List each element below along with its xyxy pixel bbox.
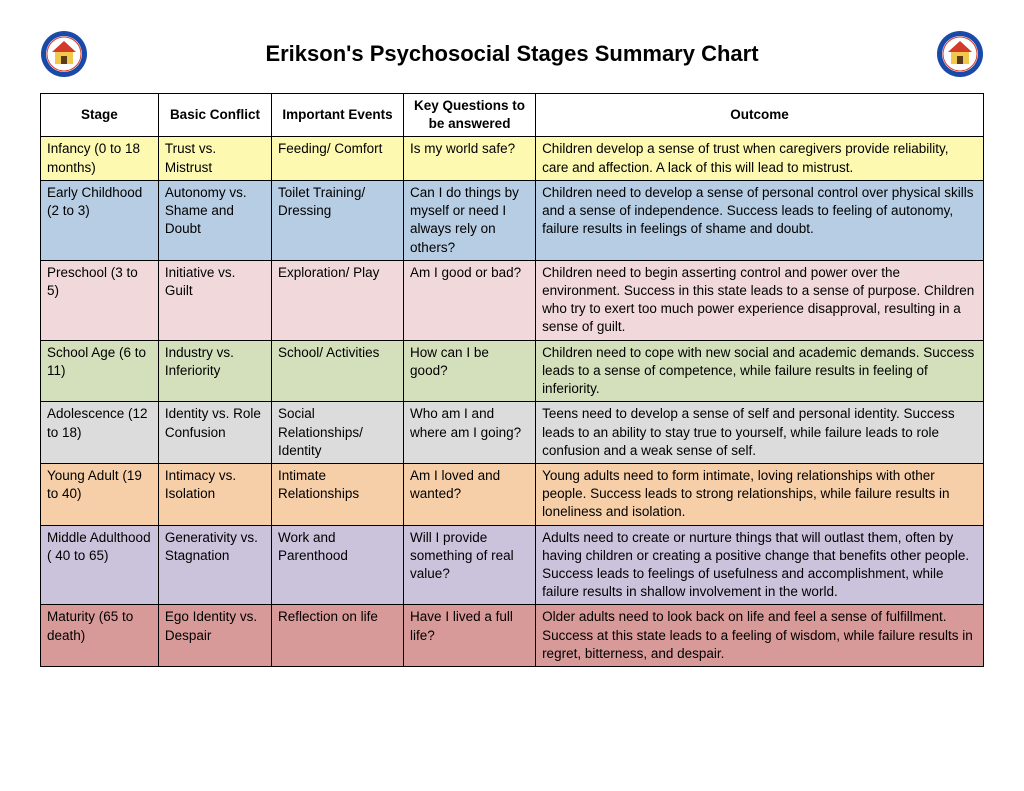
table-cell: Teens need to develop a sense of self an… — [536, 402, 984, 464]
table-cell: How can I be good? — [404, 340, 536, 402]
table-cell: Identity vs. Role Confusion — [158, 402, 271, 464]
table-cell: Maturity (65 to death) — [41, 605, 159, 667]
table-cell: Initiative vs. Guilt — [158, 260, 271, 340]
column-header: Stage — [41, 94, 159, 137]
table-cell: Who am I and where am I going? — [404, 402, 536, 464]
table-row: Early Childhood (2 to 3)Autonomy vs. Sha… — [41, 180, 984, 260]
table-cell: Is my world safe? — [404, 137, 536, 180]
table-cell: Trust vs. Mistrust — [158, 137, 271, 180]
table-cell: Children develop a sense of trust when c… — [536, 137, 984, 180]
table-body: Infancy (0 to 18 months)Trust vs. Mistru… — [41, 137, 984, 667]
table-row: Middle Adulthood ( 40 to 65)Generativity… — [41, 525, 984, 605]
table-cell: Reflection on life — [272, 605, 404, 667]
table-cell: Adults need to create or nurture things … — [536, 525, 984, 605]
table-cell: School/ Activities — [272, 340, 404, 402]
table-cell: Adolescence (12 to 18) — [41, 402, 159, 464]
table-cell: Exploration/ Play — [272, 260, 404, 340]
table-row: School Age (6 to 11)Industry vs. Inferio… — [41, 340, 984, 402]
table-cell: Early Childhood (2 to 3) — [41, 180, 159, 260]
table-cell: Generativity vs. Stagnation — [158, 525, 271, 605]
column-header: Outcome — [536, 94, 984, 137]
table-cell: Social Relationships/ Identity — [272, 402, 404, 464]
table-row: Infancy (0 to 18 months)Trust vs. Mistru… — [41, 137, 984, 180]
table-cell: School Age (6 to 11) — [41, 340, 159, 402]
table-cell: Middle Adulthood ( 40 to 65) — [41, 525, 159, 605]
table-header: StageBasic ConflictImportant EventsKey Q… — [41, 94, 984, 137]
table-cell: Intimacy vs. Isolation — [158, 463, 271, 525]
table-row: Preschool (3 to 5)Initiative vs. GuiltEx… — [41, 260, 984, 340]
table-cell: Work and Parenthood — [272, 525, 404, 605]
table-cell: Will I provide something of real value? — [404, 525, 536, 605]
page-header: Erikson's Psychosocial Stages Summary Ch… — [40, 30, 984, 78]
table-cell: Young adults need to form intimate, lovi… — [536, 463, 984, 525]
logo-left — [40, 30, 88, 78]
table-cell: Children need to cope with new social an… — [536, 340, 984, 402]
column-header: Key Questions to be answered — [404, 94, 536, 137]
column-header: Important Events — [272, 94, 404, 137]
table-cell: Ego Identity vs. Despair — [158, 605, 271, 667]
table-cell: Am I loved and wanted? — [404, 463, 536, 525]
page-title: Erikson's Psychosocial Stages Summary Ch… — [88, 41, 936, 67]
table-cell: Preschool (3 to 5) — [41, 260, 159, 340]
table-cell: Intimate Relationships — [272, 463, 404, 525]
table-cell: Older adults need to look back on life a… — [536, 605, 984, 667]
logo-right — [936, 30, 984, 78]
table-cell: Children need to develop a sense of pers… — [536, 180, 984, 260]
table-cell: Industry vs. Inferiority — [158, 340, 271, 402]
stages-table: StageBasic ConflictImportant EventsKey Q… — [40, 93, 984, 667]
table-cell: Am I good or bad? — [404, 260, 536, 340]
table-row: Maturity (65 to death)Ego Identity vs. D… — [41, 605, 984, 667]
table-cell: Can I do things by myself or need I alwa… — [404, 180, 536, 260]
table-cell: Have I lived a full life? — [404, 605, 536, 667]
table-cell: Infancy (0 to 18 months) — [41, 137, 159, 180]
table-cell: Toilet Training/ Dressing — [272, 180, 404, 260]
table-cell: Feeding/ Comfort — [272, 137, 404, 180]
table-row: Young Adult (19 to 40)Intimacy vs. Isola… — [41, 463, 984, 525]
table-cell: Autonomy vs. Shame and Doubt — [158, 180, 271, 260]
column-header: Basic Conflict — [158, 94, 271, 137]
table-row: Adolescence (12 to 18)Identity vs. Role … — [41, 402, 984, 464]
table-cell: Children need to begin asserting control… — [536, 260, 984, 340]
table-cell: Young Adult (19 to 40) — [41, 463, 159, 525]
